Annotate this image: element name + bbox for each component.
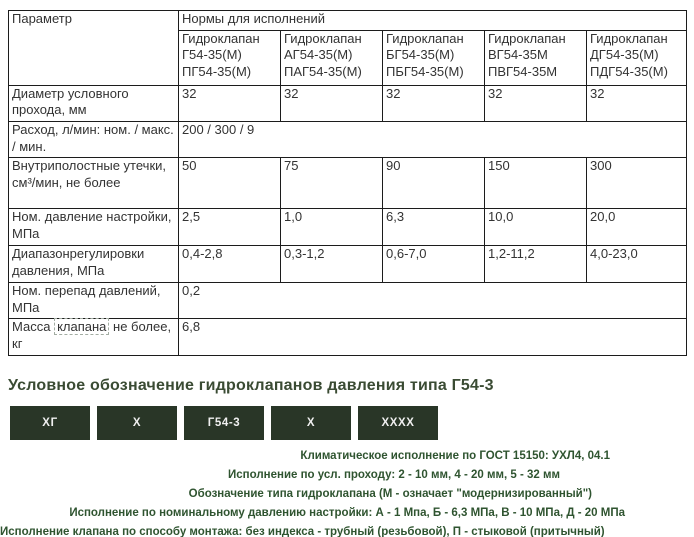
value-cell: 1,0 <box>280 208 383 247</box>
table-row: Внутриполостные утечки, см³/мин, не боле… <box>8 157 688 210</box>
table-row: Расход, л/мин: ном. / макс. / мин. 200 /… <box>8 120 688 159</box>
value-cell: 90 <box>382 157 485 210</box>
value-cell: 0,2 <box>177 282 688 320</box>
value-cell: 32 <box>382 84 485 122</box>
spellcheck-marked-word: клапана <box>54 318 110 336</box>
param-cell: Внутриполостные утечки, см³/мин, не боле… <box>8 157 179 210</box>
value-cell: 75 <box>280 157 383 210</box>
param-cell: Ном. перепад давлений, МПа <box>8 282 179 320</box>
value-cell: 300 <box>585 157 688 210</box>
annotation-climate: Климатическое исполнение по ГОСТ 15150: … <box>300 449 610 462</box>
value-cell: 200 / 300 / 9 <box>177 120 688 159</box>
table-row: Ном. перепад давлений, МПа 0,2 <box>8 282 688 320</box>
value-cell: 4,0-23,0 <box>585 245 688 284</box>
value-cell: 150 <box>484 157 587 210</box>
model-header-cell: Гидроклапан ДГ54-35(М) ПДГ54-35(М) <box>585 29 688 86</box>
table-header-row: Параметр Нормы для исполнений <box>8 10 688 86</box>
table-row: Масса клапана не более, кг 6,8 <box>8 318 688 356</box>
annotation-passage: Исполнение по усл. проходу: 2 - 10 мм, 4… <box>228 468 560 481</box>
param-cell: Диапазонрегулировки давления, МПа <box>8 245 179 284</box>
value-cell: 32 <box>585 84 688 122</box>
designation-box-g54-3: Г54-3 <box>184 405 264 440</box>
designation-box-x1: Х <box>97 405 177 440</box>
designation-box-xxxx: ХХХХ <box>358 405 438 440</box>
param-text: Масса <box>12 319 51 335</box>
designation-boxes: ХГ Х Г54-3 Х ХХХХ <box>10 405 694 440</box>
param-cell: Расход, л/мин: ном. / макс. / мин. <box>8 120 179 159</box>
param-cell: Ном. давление настройки, МПа <box>8 208 179 247</box>
value-cell: 1,2-11,2 <box>484 245 587 284</box>
model-header-cell: Гидроклапан ВГ54-35М ПВГ54-35М <box>484 29 587 86</box>
table-models-row: Гидроклапан Г54-35(М) ПГ54-35(М) Гидрокл… <box>9 29 688 86</box>
annotation-mounting: Исполнение клапана по способу монтажа: б… <box>0 525 605 537</box>
value-cell: 6,8 <box>177 318 688 356</box>
model-header-cell: Гидроклапан АГ54-35(М) ПАГ54-35(М) <box>280 29 383 86</box>
param-text: не более, кг <box>12 319 172 351</box>
annotation-type: Обозначение типа гидроклапана (М - означ… <box>188 487 592 500</box>
header-param-cell: Параметр <box>8 10 179 86</box>
designation-annotations: Климатическое исполнение по ГОСТ 15150: … <box>0 447 694 537</box>
model-header-cell: Гидроклапан БГ54-35(М) ПБГ54-35(М) <box>382 29 485 86</box>
param-cell: Диаметр условного прохода, мм <box>8 84 179 122</box>
value-cell: 32 <box>280 84 383 122</box>
value-cell: 0,4-2,8 <box>178 245 281 284</box>
param-cell: Масса клапана не более, кг <box>8 318 179 356</box>
header-norms-cell: Нормы для исполнений <box>177 10 688 31</box>
table-row: Диапазонрегулировки давления, МПа 0,4-2,… <box>8 245 688 284</box>
table-row: Диаметр условного прохода, мм 32 32 32 3… <box>8 84 688 122</box>
value-cell: 6,3 <box>382 208 485 247</box>
value-cell: 32 <box>484 84 587 122</box>
value-cell: 10,0 <box>484 208 587 247</box>
value-cell: 20,0 <box>585 208 688 247</box>
specs-table: Параметр Нормы для исполнений Гидроклапа… <box>8 10 688 356</box>
value-cell: 2,5 <box>178 208 281 247</box>
designation-box-xg: ХГ <box>10 405 90 440</box>
table-row: Ном. давление настройки, МПа 2,5 1,0 6,3… <box>8 208 688 247</box>
section-title: Условное обозначение гидроклапанов давле… <box>8 376 494 394</box>
value-cell: 0,3-1,2 <box>280 245 383 284</box>
model-header-cell: Гидроклапан Г54-35(М) ПГ54-35(М) <box>178 29 281 86</box>
value-cell: 0,6-7,0 <box>382 245 485 284</box>
value-cell: 32 <box>178 84 281 122</box>
annotation-pressure: Исполнение по номинальному давлению наст… <box>69 506 625 519</box>
value-cell: 50 <box>178 157 281 210</box>
designation-box-x2: Х <box>271 405 351 440</box>
